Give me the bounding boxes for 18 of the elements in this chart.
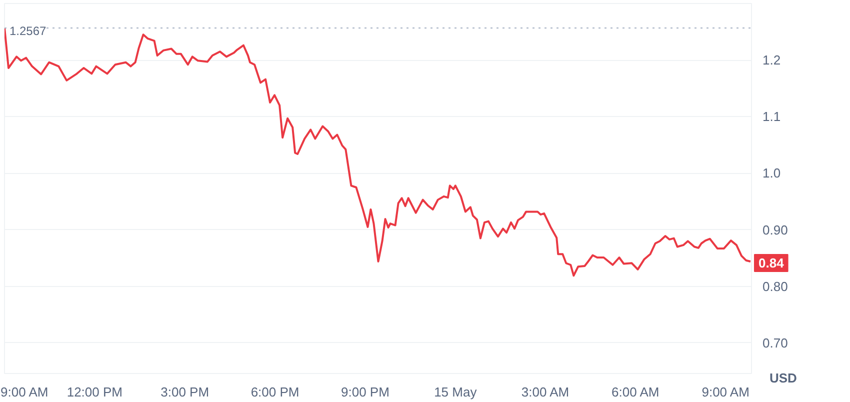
x-tick-label: 9:00 AM (702, 384, 750, 400)
y-tick-label: 1.0 (762, 166, 781, 181)
y-tick-label: 0.70 (762, 335, 788, 350)
y-tick-label: 0.90 (762, 222, 788, 238)
x-tick-label: 6:00 AM (612, 384, 660, 400)
annotation: 0.84 (758, 255, 785, 270)
x-tick-label: 12:00 PM (66, 384, 123, 400)
y-tick-label: 0.80 (762, 278, 788, 294)
y-tick-label: 1.1 (762, 109, 781, 124)
text: USD (770, 370, 797, 386)
x-tick-label: 3:00 AM (521, 384, 570, 400)
ref-line-label: 1.2567 (10, 24, 47, 38)
y-tick-label: 1.2 (762, 52, 781, 68)
x-tick-label: 15 May (434, 384, 478, 400)
x-tick-label: 3:00 PM (160, 384, 210, 400)
x-tick-label: 9:00 PM (341, 384, 390, 400)
x-tick-label: 9:00 AM (0, 384, 48, 400)
x-tick-label: 6:00 PM (250, 384, 300, 400)
